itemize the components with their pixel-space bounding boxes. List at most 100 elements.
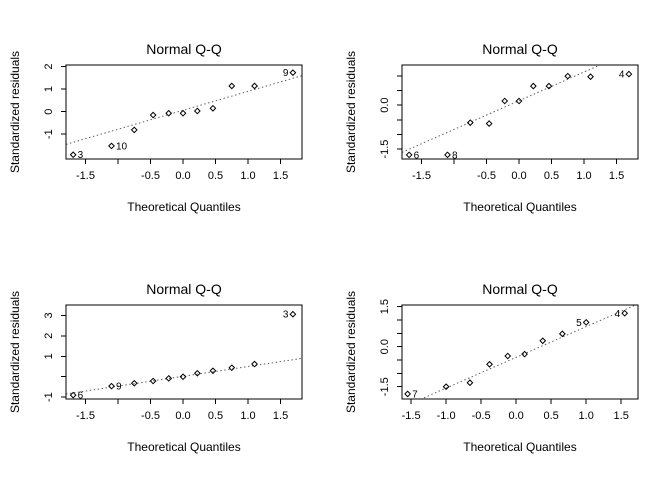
x-tick-label: 1.0: [579, 410, 594, 422]
y-tick-label: 2: [43, 333, 55, 339]
y-tick-label: 1: [43, 353, 55, 359]
x-tick-label: 1.5: [273, 170, 288, 182]
qq-panel-svg-1: -1.5 -0.5 0.0 0.5 1.0 1.5 -1 0 1 2 3 10 9 Normal Q-Q T…: [8, 41, 303, 214]
x-tick-label: 0.5: [208, 170, 223, 182]
qq-point: [209, 104, 217, 112]
qq-point-label: 9: [116, 382, 122, 393]
x-axis-label: Theoretical Quantiles: [127, 200, 240, 214]
y-tick-label: 3: [43, 312, 55, 318]
qq-point: [69, 391, 77, 399]
qq-point: [625, 70, 633, 78]
qq-point: [405, 151, 413, 159]
x-tick-label: 1.0: [240, 170, 255, 182]
y-axis-label: Standardized residuals: [8, 51, 22, 173]
qq-point: [521, 350, 528, 358]
qq-panel-svg-3: -1.5 -0.5 0.0 0.5 1.0 1.5 -1 1 2 3 6 9 3 Normal Q-Q Th…: [8, 281, 303, 454]
y-tick-label: -1: [43, 392, 55, 402]
qq-point: [515, 97, 523, 105]
qq-point: [289, 69, 297, 77]
y-axis-label: Standardized residuals: [344, 291, 358, 413]
qq-ref-line: [66, 357, 302, 395]
qq-ref-line: [419, 305, 637, 399]
x-axis-label: Theoretical Quantiles: [463, 200, 576, 214]
x-tick-label: -1.5: [412, 170, 431, 182]
qq-point: [251, 360, 258, 368]
qq-point: [545, 82, 553, 90]
x-tick-label: -1.5: [402, 410, 421, 422]
qq-point: [485, 120, 493, 127]
qq-point: [442, 383, 450, 391]
qq-point-label: 6: [78, 391, 84, 402]
qq-panel-top-right: -1.5 -0.5 0.0 0.5 1.0 1.5 -1.5 0.0 6 8 4 Normal Q-Q…: [336, 0, 672, 240]
qq-point: [587, 73, 594, 81]
panel-title: Normal Q-Q: [482, 41, 558, 57]
x-tick-label: -0.5: [477, 170, 496, 182]
x-tick-label: 1.5: [609, 170, 624, 182]
qq-point-label: 4: [619, 70, 625, 81]
qq-point-label: 10: [116, 141, 128, 152]
qq-point: [501, 97, 509, 105]
x-tick-label: 0.5: [208, 410, 223, 422]
qq-point-label: 4: [615, 309, 621, 320]
qq-panel-top-left: -1.5 -0.5 0.0 0.5 1.0 1.5 -1 0 1 2 3 10 9 Normal Q-Q T…: [0, 0, 336, 240]
x-tick-label: 1.5: [614, 410, 629, 422]
qq-point: [558, 330, 566, 338]
y-tick-label: -1: [43, 129, 55, 139]
qq-point: [108, 142, 115, 150]
qq-point-label: 6: [414, 150, 420, 161]
x-tick-label: 0.0: [175, 410, 190, 422]
panel-title: Normal Q-Q: [146, 281, 222, 297]
qq-point: [444, 151, 451, 159]
qq-point: [582, 318, 590, 326]
qq-point: [404, 390, 412, 398]
qq-point-label: 5: [576, 318, 582, 329]
x-tick-label: 0.0: [508, 410, 523, 422]
y-tick-label: -1.5: [379, 377, 391, 396]
qq-panel-bottom-left: -1.5 -0.5 0.0 0.5 1.0 1.5 -1 1 2 3 6 9 3 Normal Q-Q Th…: [0, 240, 336, 480]
y-tick-label: 1.5: [379, 299, 391, 314]
qq-panel-bottom-right: -1.5 -1.0 -0.5 0.0 0.5 1.0 1.5 -1.5 0.0 1.5 7 5 4 Nor…: [336, 240, 672, 480]
qq-point: [69, 151, 77, 159]
y-axis-label: Standardized residuals: [344, 51, 358, 173]
y-tick-label: 0.0: [379, 97, 391, 112]
qq-point: [228, 82, 236, 90]
x-tick-label: -1.5: [76, 410, 95, 422]
x-tick-label: -1.5: [76, 170, 95, 182]
qq-point: [209, 367, 217, 375]
panel-title: Normal Q-Q: [146, 41, 222, 57]
qq-point: [149, 377, 157, 385]
x-tick-label: -0.5: [472, 410, 491, 422]
qq-point: [165, 374, 173, 382]
qq-point: [179, 373, 187, 381]
x-axis-label: Theoretical Quantiles: [463, 440, 576, 454]
qq-point-label: 7: [412, 389, 418, 400]
x-tick-label: 1.0: [240, 410, 255, 422]
y-tick-label: 2: [43, 64, 55, 70]
y-tick-label: 1: [43, 86, 55, 92]
qq-point: [564, 72, 572, 80]
y-axis-label: Standardized residuals: [8, 291, 22, 413]
qq-panel-svg-4: -1.5 -1.0 -0.5 0.0 0.5 1.0 1.5 -1.5 0.0 1.5 7 5 4 Nor…: [344, 281, 639, 454]
x-tick-label: -1.0: [437, 410, 456, 422]
qq-panel-svg-2: -1.5 -0.5 0.0 0.5 1.0 1.5 -1.5 0.0 6 8 4 Normal Q-Q…: [344, 41, 639, 214]
plot-box: [65, 304, 303, 400]
x-tick-label: 0.0: [511, 170, 526, 182]
qq-point: [130, 379, 138, 387]
qq-point: [486, 360, 493, 368]
x-tick-label: 1.5: [273, 410, 288, 422]
qq-point: [108, 382, 115, 390]
qq-point: [504, 352, 512, 360]
qq-point: [251, 82, 258, 90]
qq-point: [149, 111, 157, 119]
qq-point-label: 8: [452, 150, 458, 161]
x-axis-label: Theoretical Quantiles: [127, 440, 240, 454]
qq-point: [539, 337, 547, 345]
qq-ref-line: [402, 65, 602, 153]
plot-box: [401, 304, 639, 400]
qq-point-label: 9: [283, 68, 289, 79]
qq-point: [130, 126, 138, 134]
y-tick-label: -1.5: [379, 140, 391, 159]
qq-point: [193, 369, 201, 377]
qq-point: [289, 310, 297, 318]
